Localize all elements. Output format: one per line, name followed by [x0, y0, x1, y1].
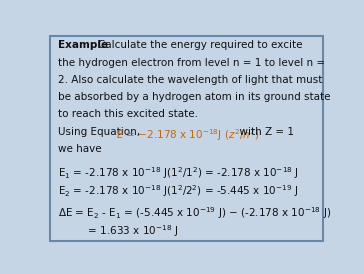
Text: $\mathit{E}$ = $-$2.178 x 10$^{-18}$J ($z^{2}$/$\mathit{n}^{2}$): $\mathit{E}$ = $-$2.178 x 10$^{-18}$J ($… — [116, 127, 260, 142]
Text: Using Equation,: Using Equation, — [58, 127, 150, 137]
Text: we have: we have — [58, 144, 102, 154]
Text: 2. Also calculate the wavelength of light that must: 2. Also calculate the wavelength of ligh… — [58, 75, 323, 85]
Text: Example: Example — [58, 40, 108, 50]
Text: $\Delta$E = E$_2$ - E$_1$ = (-5.445 x 10$^{-19}$ J) $-$ (-2.178 x 10$^{-18}$ J): $\Delta$E = E$_2$ - E$_1$ = (-5.445 x 10… — [58, 206, 331, 221]
Text: : Calculate the energy required to excite: : Calculate the energy required to excit… — [91, 40, 303, 50]
Text: the hydrogen electron from level n = 1 to level n =: the hydrogen electron from level n = 1 t… — [58, 58, 325, 68]
FancyBboxPatch shape — [50, 36, 323, 241]
Text: = 1.633 x 10$^{-18}$ J: = 1.633 x 10$^{-18}$ J — [58, 223, 178, 239]
Text: E$_1$ = -2.178 x 10$^{-18}$ J(1$^2$/1$^2$) = -2.178 x 10$^{-18}$ J: E$_1$ = -2.178 x 10$^{-18}$ J(1$^2$/1$^2… — [58, 166, 299, 181]
Text: be absorbed by a hydrogen atom in its ground state: be absorbed by a hydrogen atom in its gr… — [58, 92, 331, 102]
Text: to reach this excited state.: to reach this excited state. — [58, 110, 198, 119]
Text: with Z = 1: with Z = 1 — [233, 127, 294, 137]
Text: E$_2$ = -2.178 x 10$^{-18}$ J(1$^2$/2$^2$) = -5.445 x 10$^{-19}$ J: E$_2$ = -2.178 x 10$^{-18}$ J(1$^2$/2$^2… — [58, 183, 299, 199]
